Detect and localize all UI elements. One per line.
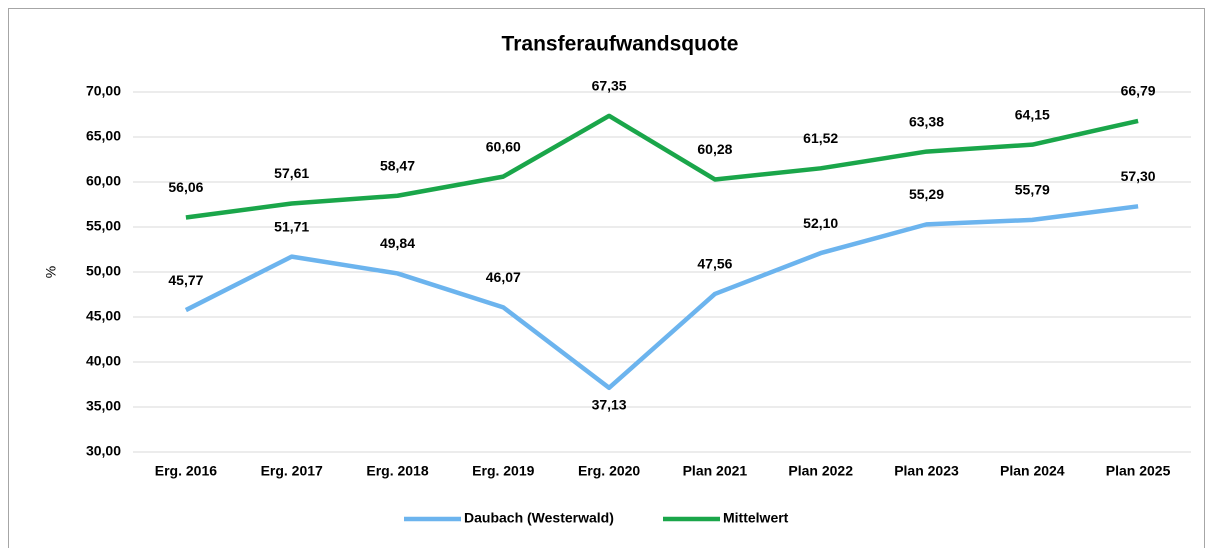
y-tick-label: 55,00 (86, 218, 121, 234)
data-label: 51,71 (274, 218, 309, 234)
legend-label: Daubach (Westerwald) (464, 510, 614, 526)
data-label: 56,06 (168, 179, 203, 195)
y-tick-label: 45,00 (86, 308, 121, 324)
data-label: 63,38 (909, 113, 944, 129)
x-tick-label: Plan 2022 (788, 463, 853, 479)
x-tick-label: Plan 2024 (1000, 463, 1065, 479)
data-label: 57,30 (1121, 168, 1156, 184)
y-tick-label: 60,00 (86, 173, 121, 189)
data-label: 45,77 (168, 272, 203, 288)
legend-label: Mittelwert (723, 510, 789, 526)
data-label: 60,60 (486, 138, 521, 154)
x-tick-label: Erg. 2019 (472, 463, 534, 479)
x-tick-label: Plan 2025 (1106, 463, 1171, 479)
x-tick-label: Plan 2021 (683, 463, 748, 479)
y-tick-label: 30,00 (86, 443, 121, 459)
y-tick-label: 70,00 (86, 83, 121, 99)
y-tick-label: 35,00 (86, 398, 121, 414)
x-tick-label: Erg. 2018 (366, 463, 428, 479)
x-tick-label: Plan 2023 (894, 463, 959, 479)
data-label: 55,29 (909, 186, 944, 202)
data-label: 37,13 (592, 397, 627, 413)
data-label: 55,79 (1015, 182, 1050, 198)
y-tick-label: 65,00 (86, 128, 121, 144)
data-label: 64,15 (1015, 106, 1050, 122)
data-label: 52,10 (803, 215, 838, 231)
data-label: 67,35 (592, 78, 627, 94)
data-label: 49,84 (380, 235, 415, 251)
data-label: 58,47 (380, 157, 415, 173)
data-label: 61,52 (803, 130, 838, 146)
x-tick-label: Erg. 2017 (261, 463, 323, 479)
y-tick-label: 50,00 (86, 263, 121, 279)
data-label: 57,61 (274, 165, 309, 181)
line-series (184, 204, 1139, 391)
line-series (185, 113, 1139, 220)
y-tick-label: 40,00 (86, 353, 121, 369)
y-axis-label: % (43, 266, 59, 278)
x-tick-label: Erg. 2016 (155, 463, 217, 479)
data-label: 60,28 (697, 141, 732, 157)
data-label: 47,56 (697, 256, 732, 272)
data-label: 46,07 (486, 269, 521, 285)
chart-title: Transferaufwandsquote (502, 33, 739, 56)
chart-frame (8, 8, 1205, 548)
data-label: 66,79 (1121, 83, 1156, 99)
x-tick-label: Erg. 2020 (578, 463, 640, 479)
